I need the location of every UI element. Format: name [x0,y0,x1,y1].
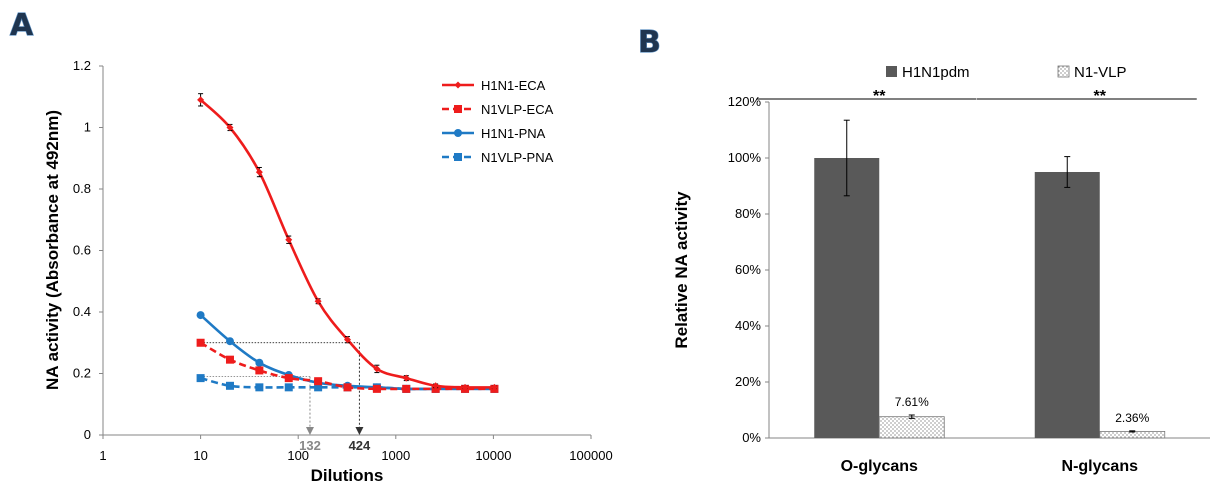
data-point-n1vlp-pna [314,383,323,392]
data-point-n1vlp-eca [225,355,234,364]
chart-a-arrow-head [305,427,314,435]
bar-value-label: 7.61% [895,395,929,409]
chart-a-x-tick-label: 1000 [381,448,410,463]
chart-b: 0% 20% 40% 60% 80% 100% 120% 7.61% 2.36% H1N1pd… [672,64,1210,475]
bar-h1n1pdm [1034,172,1100,438]
chart-a: 00.20.40.60.811.2 1 10 100 1000 10000 100000 … [43,58,613,484]
data-point-n1vlp-eca [343,383,352,392]
data-point-n1vlp-pna [255,383,264,392]
chart-a-y-tick-label: 0.2 [73,366,91,381]
chart-b-y-axis-title: Relative NA activity [672,191,691,349]
data-point-n1vlp-eca [314,377,323,386]
data-point-h1n1-pna [225,337,234,346]
series-line-h1n1-eca [199,98,495,389]
legend-marker-n1vlp-pna [454,153,462,161]
chart-b-y-tick-label: 60% [735,262,761,277]
chart-b-y-tick-label: 20% [735,374,761,389]
legend-label-n1-vlp: N1-VLP [1074,64,1127,81]
chart-a-y-tick-label: 0 [84,427,91,442]
chart-a-arrow-head [355,427,364,435]
data-point-h1n1-eca [344,336,352,344]
significance-marker: ** [873,88,886,105]
category-label: O-glycans [841,458,918,475]
data-point-h1n1-eca [314,297,322,305]
data-point-n1vlp-eca [255,366,264,375]
chart-b-y-tick-label: 80% [735,206,761,221]
chart-a-x-tick-label: 100000 [569,448,612,463]
chart-a-x-tick-label: 10 [193,448,207,463]
data-point-n1vlp-eca [372,384,381,393]
category-label: N-glycans [1062,458,1139,475]
data-point-h1n1-eca [226,124,234,131]
legend-label-h1n1pdm: H1N1pdm [902,64,970,81]
data-point-n1vlp-pna [225,381,234,390]
data-point-n1vlp-eca [196,338,205,347]
chart-a-x-tick-label: 10000 [475,448,511,463]
data-point-h1n1-eca [432,382,440,390]
legend-label-h1n1-eca: H1N1-ECA [481,78,546,93]
legend-marker-h1n1-pna [454,129,462,137]
chart-a-y-tick-label: 1.2 [73,58,91,73]
data-point-h1n1-pna [255,358,264,367]
data-point-h1n1-eca [461,383,469,391]
chart-a-annotation-label: 132 [299,438,321,453]
chart-a-y-axis-title: NA activity (Absorbance at 492nm) [43,110,62,390]
chart-b-y-tick-label: 120% [728,94,762,109]
bar-value-label: 2.36% [1115,411,1149,425]
data-point-n1vlp-eca [284,374,293,383]
data-point-h1n1-eca [373,365,381,373]
series-line-h1n1-pna [199,314,495,391]
data-point-n1vlp-eca [402,384,411,393]
data-point-h1n1-eca [490,383,498,391]
legend-swatch-n1-vlp [1057,65,1070,78]
legend-marker-n1vlp-eca [454,105,462,113]
chart-a-y-tick-label: 0.8 [73,181,91,196]
chart-a-x-tick-label: 1 [99,448,106,463]
data-point-h1n1-pna [196,311,205,320]
legend-label-n1vlp-pna: N1VLP-PNA [481,150,554,165]
chart-a-y-tick-label: 0.6 [73,243,91,258]
bar-h1n1pdm [814,158,880,438]
bar-n1-vlp [878,416,945,439]
chart-b-y-tick-label: 40% [735,318,761,333]
chart-a-y-tick-label: 1 [84,120,91,135]
legend-label-n1vlp-eca: N1VLP-ECA [481,102,554,117]
chart-b-y-tick-label: 0% [742,430,761,445]
significance-marker: ** [1094,88,1107,105]
data-point-n1vlp-pna [284,383,293,392]
panel-b-letter: B [638,25,661,60]
data-point-h1n1-eca [255,168,263,176]
legend-swatch-h1n1pdm [886,66,897,77]
panel-a-letter: A [10,8,34,43]
chart-a-x-tick-label: 100 [287,448,309,463]
data-point-h1n1-eca [402,374,410,382]
data-point-n1vlp-pna [196,374,205,383]
legend-label-h1n1-pna: H1N1-PNA [481,126,546,141]
data-point-h1n1-eca [197,96,205,104]
chart-a-annotation-label: 424 [349,438,371,453]
chart-a-y-tick-label: 0.4 [73,304,91,319]
chart-a-x-axis-title: Dilutions [311,466,384,484]
legend-marker-h1n1-eca [454,81,462,89]
chart-b-y-tick-label: 100% [728,150,762,165]
data-point-h1n1-eca [285,236,293,244]
